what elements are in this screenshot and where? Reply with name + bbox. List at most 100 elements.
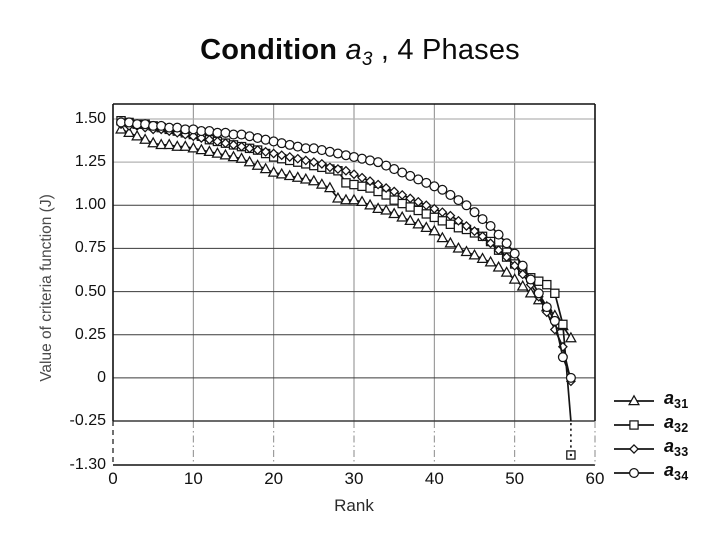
x-tick-label: 50	[505, 469, 525, 488]
circle-marker-icon	[453, 195, 464, 206]
diamond-marker-icon	[332, 164, 343, 175]
circle-marker-icon	[332, 148, 343, 159]
diamond-marker-icon	[437, 207, 448, 218]
circle-marker-icon	[340, 150, 351, 161]
diamond-marker-icon	[268, 148, 279, 159]
triangle-marker-icon	[348, 193, 360, 205]
triangle-marker-icon	[299, 172, 312, 184]
triangle-marker-icon	[564, 331, 577, 343]
square-marker-icon	[421, 209, 432, 219]
diamond-marker-icon	[228, 139, 239, 150]
title-suffix: , 4 Phases	[372, 34, 520, 66]
square-marker-icon	[349, 179, 359, 190]
square-marker-icon	[542, 279, 552, 290]
triangle-marker-icon	[219, 148, 232, 160]
legend-label: a32	[664, 412, 689, 435]
triangle-marker-icon	[508, 273, 521, 284]
circle-marker-icon	[541, 302, 552, 313]
diamond-marker-icon	[461, 221, 472, 231]
legend-label: a33	[664, 436, 689, 459]
y-tick-label: 0.75	[74, 239, 106, 257]
triangle-marker-icon	[123, 126, 136, 138]
triangle-marker-icon	[203, 145, 216, 157]
circle-marker-icon	[557, 352, 568, 363]
y-tick-label: -1.30	[69, 456, 106, 473]
legend-marker-icon	[614, 394, 654, 406]
diamond-marker-icon	[453, 215, 464, 226]
square-marker-icon	[397, 198, 407, 209]
diamond-marker-icon	[493, 245, 504, 256]
triangle-marker-icon	[420, 221, 433, 232]
circle-marker-icon	[485, 220, 496, 232]
y-tick-label: 0	[97, 368, 106, 386]
circle-marker-icon	[445, 189, 456, 200]
square-marker-icon	[429, 212, 440, 223]
square-marker-icon	[389, 195, 399, 205]
square-marker-icon	[445, 219, 456, 229]
triangle-marker-icon	[147, 136, 160, 148]
diamond-marker-icon	[292, 153, 303, 164]
circle-marker-icon	[469, 207, 480, 218]
circle-marker-icon	[220, 127, 231, 138]
diamond-marker-icon	[244, 143, 255, 154]
diamond-marker-icon	[501, 252, 512, 263]
triangle-marker-icon	[211, 147, 224, 158]
diamond-marker-icon	[629, 444, 639, 454]
series-a31	[115, 122, 577, 343]
diamond-marker-icon	[421, 200, 432, 211]
square-marker-icon	[550, 288, 560, 299]
triangle-marker-icon	[452, 241, 465, 253]
diamond-marker-icon	[188, 131, 199, 142]
diamond-marker-icon	[349, 169, 359, 180]
triangle-marker-icon	[283, 169, 296, 181]
triangle-marker-icon	[444, 236, 457, 248]
x-tick-label: 30	[344, 469, 364, 488]
circle-marker-icon	[565, 372, 576, 383]
triangle-marker-icon	[476, 252, 489, 264]
circle-marker-icon	[124, 117, 135, 128]
circle-marker-icon	[284, 139, 295, 150]
legend-item-a34: a34	[612, 460, 716, 485]
diamond-marker-icon	[276, 150, 287, 161]
circle-marker-icon	[140, 119, 151, 130]
x-tick-label: 0	[108, 469, 118, 488]
legend-item-a33: a33	[612, 436, 716, 461]
triangle-marker-icon	[291, 171, 304, 182]
diamond-marker-icon	[413, 196, 424, 207]
triangle-marker-icon	[243, 155, 256, 167]
x-tick-label: 40	[424, 469, 444, 488]
triangle-marker-icon	[307, 174, 320, 186]
triangle-marker-icon	[460, 245, 473, 257]
circle-marker-icon	[348, 151, 360, 162]
circle-marker-icon	[236, 129, 247, 140]
circle-marker-icon	[533, 288, 544, 299]
diamond-marker-icon	[477, 231, 488, 242]
triangle-marker-icon	[323, 181, 336, 193]
triangle-marker-icon	[195, 143, 208, 155]
circle-marker-icon	[493, 229, 504, 240]
diamond-marker-icon	[220, 138, 231, 149]
legend-marker-icon	[614, 444, 654, 454]
diamond-marker-icon	[517, 269, 528, 280]
diamond-marker-icon	[236, 141, 247, 152]
triangle-marker-icon	[259, 162, 272, 174]
y-tick-label: -0.25	[69, 411, 106, 429]
diamond-marker-icon	[381, 183, 392, 194]
circle-marker-icon	[244, 131, 255, 142]
diamond-marker-icon	[357, 172, 368, 183]
x-tick-label: 10	[183, 469, 203, 488]
square-marker-icon	[558, 319, 568, 330]
y-tick-label: 1.50	[74, 110, 106, 127]
triangle-marker-icon	[275, 167, 288, 179]
triangle-marker-icon	[428, 224, 441, 236]
diamond-marker-icon	[373, 179, 384, 190]
diamond-marker-icon	[316, 158, 327, 169]
series-a34	[116, 117, 576, 383]
circle-marker-icon	[365, 155, 376, 166]
circle-marker-icon	[156, 120, 167, 131]
slide-title: Condition a3 , 4 Phases	[0, 34, 720, 71]
diamond-marker-icon	[509, 260, 520, 271]
triangle-marker-icon	[331, 191, 344, 203]
x-tick-label: 20	[264, 469, 284, 488]
circle-marker-icon	[477, 214, 488, 225]
